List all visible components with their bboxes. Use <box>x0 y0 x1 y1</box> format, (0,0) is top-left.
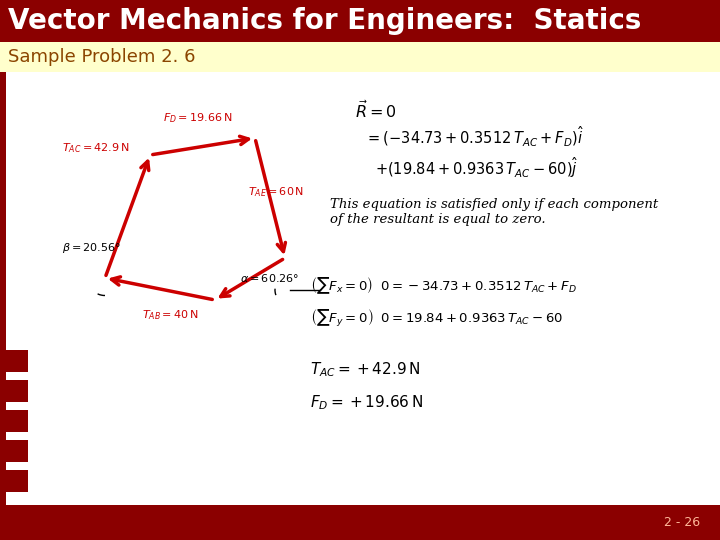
FancyBboxPatch shape <box>0 505 720 540</box>
Text: $T_{AE} = 60\,\mathrm{N}$: $T_{AE} = 60\,\mathrm{N}$ <box>248 185 305 199</box>
FancyBboxPatch shape <box>6 470 28 492</box>
Text: $\alpha = 60.26°$: $\alpha = 60.26°$ <box>240 272 299 284</box>
Text: Sample Problem 2. 6: Sample Problem 2. 6 <box>8 48 196 66</box>
FancyBboxPatch shape <box>6 410 28 432</box>
Text: $\left(\sum F_y = 0\right)\;\; 0 = 19.84 + 0.9363\,T_{AC} - 60$: $\left(\sum F_y = 0\right)\;\; 0 = 19.84… <box>310 308 563 329</box>
Text: $= \left(-34.73 + 0.3512\,T_{AC} + F_D\right)\hat{i}$: $= \left(-34.73 + 0.3512\,T_{AC} + F_D\r… <box>365 125 584 149</box>
Text: 2 - 26: 2 - 26 <box>664 516 700 529</box>
Text: $+ \left(19.84 + 0.9363\,T_{AC} - 60\right)\hat{j}$: $+ \left(19.84 + 0.9363\,T_{AC} - 60\rig… <box>375 155 578 180</box>
Text: $F_D = 19.66\,\mathrm{N}$: $F_D = 19.66\,\mathrm{N}$ <box>163 111 233 125</box>
Text: $T_{AC} = 42.9\,\mathrm{N}$: $T_{AC} = 42.9\,\mathrm{N}$ <box>62 141 130 155</box>
Text: $F_D = +19.66\,\mathrm{N}$: $F_D = +19.66\,\mathrm{N}$ <box>310 393 423 411</box>
FancyBboxPatch shape <box>0 0 720 42</box>
FancyBboxPatch shape <box>0 72 720 520</box>
Text: This equation is satisfied only if each component
of the resultant is equal to z: This equation is satisfied only if each … <box>330 198 658 226</box>
Text: $\vec{R} = 0$: $\vec{R} = 0$ <box>355 100 397 122</box>
Text: $T_{AC} = +42.9\,\mathrm{N}$: $T_{AC} = +42.9\,\mathrm{N}$ <box>310 360 420 379</box>
FancyBboxPatch shape <box>6 380 28 402</box>
Text: Vector Mechanics for Engineers:  Statics: Vector Mechanics for Engineers: Statics <box>8 7 642 35</box>
FancyBboxPatch shape <box>6 350 28 372</box>
Text: $T_{AB} = 40\,\mathrm{N}$: $T_{AB} = 40\,\mathrm{N}$ <box>142 308 199 322</box>
Text: $\left(\sum F_x = 0\right)\;\; 0 = -34.73 + 0.3512\,T_{AC} + F_D$: $\left(\sum F_x = 0\right)\;\; 0 = -34.7… <box>310 275 577 296</box>
FancyBboxPatch shape <box>0 72 6 520</box>
Text: $\beta = 20.56°$: $\beta = 20.56°$ <box>62 241 121 255</box>
FancyBboxPatch shape <box>0 42 720 72</box>
FancyBboxPatch shape <box>6 440 28 462</box>
